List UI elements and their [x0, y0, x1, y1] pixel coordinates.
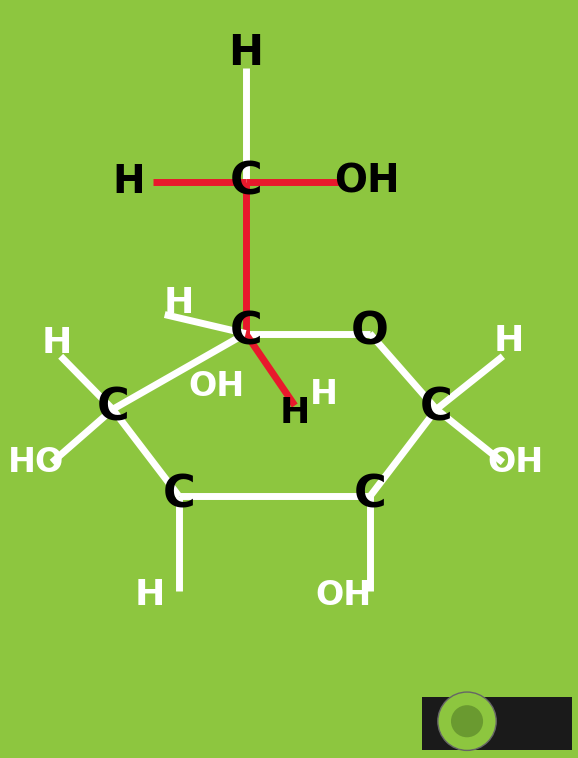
Text: OH: OH — [188, 370, 245, 403]
Text: OH: OH — [487, 446, 544, 479]
Text: H: H — [280, 396, 310, 430]
Text: H: H — [494, 324, 524, 358]
Text: H: H — [310, 377, 338, 411]
Text: C: C — [354, 474, 386, 516]
Text: C: C — [97, 387, 129, 429]
Text: surfguppy.com: surfguppy.com — [486, 725, 553, 734]
Bar — [422, 697, 572, 750]
Text: C: C — [229, 311, 262, 353]
Text: H: H — [228, 32, 263, 74]
Text: C: C — [420, 387, 453, 429]
Circle shape — [451, 705, 483, 738]
Text: C: C — [229, 161, 262, 203]
Text: H: H — [42, 326, 72, 359]
Text: C: C — [163, 474, 195, 516]
Text: OH: OH — [316, 578, 372, 612]
Text: H: H — [135, 578, 165, 612]
Text: H: H — [112, 163, 144, 201]
Text: HO: HO — [8, 446, 64, 479]
Text: OH: OH — [334, 163, 400, 201]
Circle shape — [438, 692, 496, 750]
Text: H: H — [164, 287, 194, 320]
Text: O: O — [351, 311, 389, 353]
